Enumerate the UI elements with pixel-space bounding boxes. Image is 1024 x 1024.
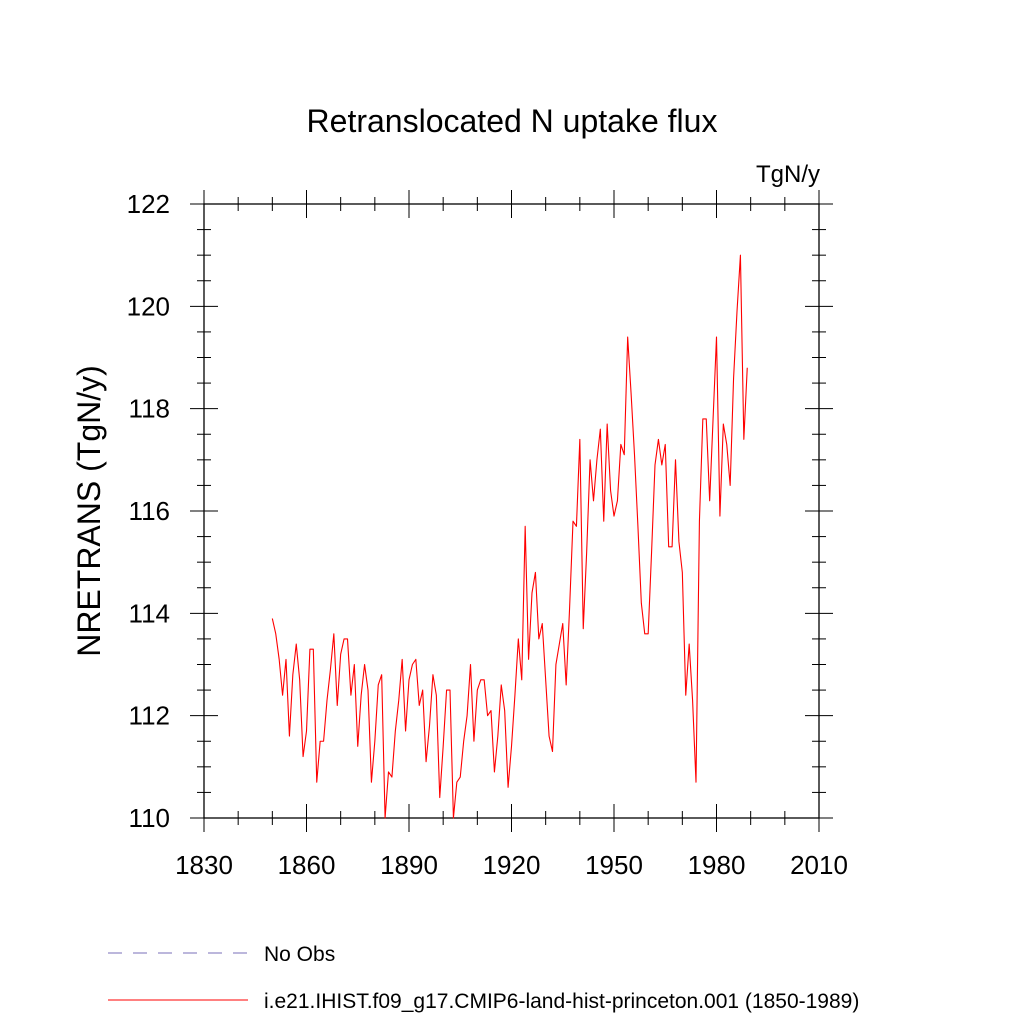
y-axis-ticks: 110 112 114 116 118 120 122 bbox=[127, 189, 833, 833]
x-tick-label: 2010 bbox=[790, 850, 848, 880]
plot-frame bbox=[203, 203, 820, 819]
x-tick-label: 1980 bbox=[688, 850, 746, 880]
legend-label: i.e21.IHIST.f09_g17.CMIP6-land-hist-prin… bbox=[264, 990, 859, 1013]
x-tick-label: 1860 bbox=[278, 850, 336, 880]
x-tick-label: 1890 bbox=[380, 850, 438, 880]
y-tick-label: 122 bbox=[127, 189, 170, 219]
y-tick-label: 112 bbox=[129, 701, 170, 731]
series-group bbox=[271, 254, 748, 819]
x-tick-label: 1950 bbox=[585, 850, 643, 880]
y-tick-label: 120 bbox=[127, 291, 170, 321]
y-tick-label: 116 bbox=[129, 496, 170, 526]
units-label: TgN/y bbox=[756, 161, 820, 188]
y-tick-label: 110 bbox=[129, 803, 170, 833]
x-axis-ticks: 1830 1860 1890 1920 1950 1980 2010 bbox=[175, 190, 848, 880]
x-tick-label: 1830 bbox=[175, 850, 233, 880]
series-line bbox=[271, 254, 748, 819]
legend-label: No Obs bbox=[264, 943, 335, 966]
chart-title: Retranslocated N uptake flux bbox=[307, 103, 718, 139]
plot-axes bbox=[203, 203, 820, 819]
legend: No Obs i.e21.IHIST.f09_g17.CMIP6-land-his… bbox=[108, 943, 859, 1013]
y-axis-label: NRETRANS (TgN/y) bbox=[71, 365, 107, 657]
y-tick-label: 114 bbox=[129, 598, 170, 628]
x-tick-label: 1920 bbox=[483, 850, 541, 880]
y-tick-label: 118 bbox=[129, 394, 170, 424]
